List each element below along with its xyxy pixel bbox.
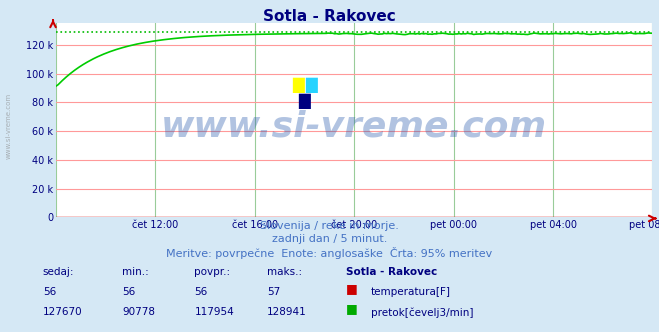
Text: 56: 56 [194, 287, 208, 297]
Text: 90778: 90778 [122, 307, 155, 317]
Text: sedaj:: sedaj: [43, 267, 74, 277]
Text: povpr.:: povpr.: [194, 267, 231, 277]
Text: 128941: 128941 [267, 307, 306, 317]
Text: www.si-vreme.com: www.si-vreme.com [5, 93, 11, 159]
Text: 127670: 127670 [43, 307, 82, 317]
Text: www.si-vreme.com: www.si-vreme.com [161, 109, 547, 143]
Text: Sotla - Rakovec: Sotla - Rakovec [263, 9, 396, 24]
Text: █: █ [305, 78, 316, 93]
Text: Slovenija / reke in morje.: Slovenija / reke in morje. [260, 221, 399, 231]
Text: 57: 57 [267, 287, 280, 297]
Text: 56: 56 [43, 287, 56, 297]
Text: █: █ [299, 93, 310, 109]
Text: min.:: min.: [122, 267, 149, 277]
Text: Sotla - Rakovec: Sotla - Rakovec [346, 267, 437, 277]
Text: ■: ■ [346, 282, 358, 295]
Text: Meritve: povrpečne  Enote: anglosaške  Črta: 95% meritev: Meritve: povrpečne Enote: anglosaške Črt… [166, 247, 493, 259]
Text: █: █ [292, 78, 303, 93]
Text: 56: 56 [122, 287, 135, 297]
Text: maks.:: maks.: [267, 267, 302, 277]
Text: pretok[čevelj3/min]: pretok[čevelj3/min] [371, 307, 474, 318]
Text: zadnji dan / 5 minut.: zadnji dan / 5 minut. [272, 234, 387, 244]
Text: 117954: 117954 [194, 307, 234, 317]
Text: temperatura[F]: temperatura[F] [371, 287, 451, 297]
Text: ■: ■ [346, 302, 358, 315]
